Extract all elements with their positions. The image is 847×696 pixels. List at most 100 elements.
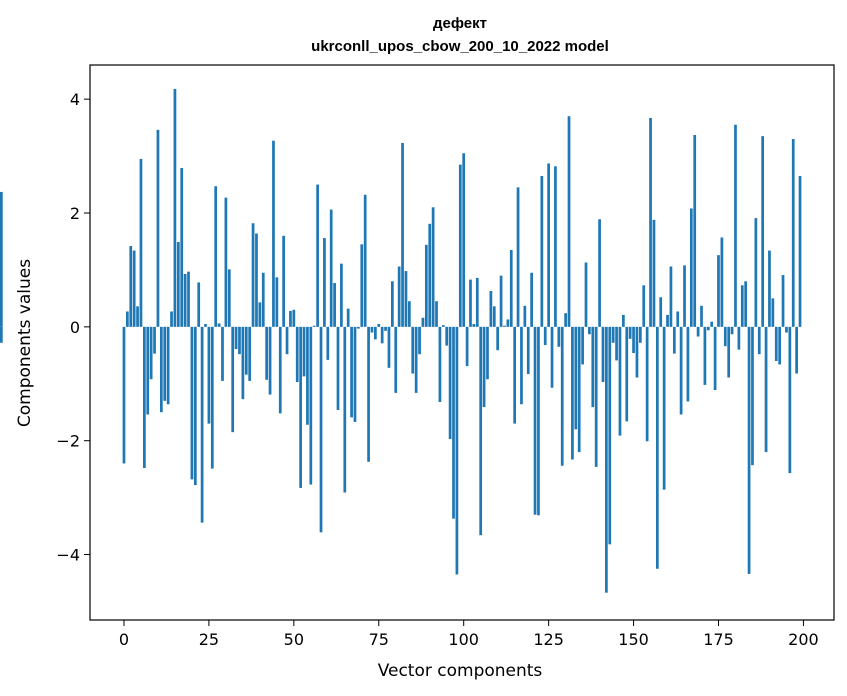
bar xyxy=(700,305,703,327)
bar xyxy=(397,266,401,327)
bar xyxy=(499,275,503,327)
y-tick-label: 2 xyxy=(70,204,80,223)
bar xyxy=(204,324,207,327)
bar xyxy=(343,326,347,493)
bar xyxy=(652,219,656,327)
chart-title: дефект xyxy=(433,15,487,32)
bar xyxy=(530,272,533,327)
bar xyxy=(374,326,377,340)
bar xyxy=(210,326,214,469)
bar xyxy=(754,218,758,327)
bar xyxy=(275,277,279,327)
bar xyxy=(404,271,408,327)
bar xyxy=(571,326,574,460)
bar xyxy=(346,308,350,327)
bar xyxy=(632,326,635,354)
x-tick-label: 75 xyxy=(369,630,389,649)
bar xyxy=(482,326,486,408)
bar xyxy=(377,324,381,327)
bar xyxy=(581,326,584,365)
bar xyxy=(319,326,323,533)
bar xyxy=(666,314,669,327)
bar xyxy=(734,124,737,327)
bar xyxy=(122,326,126,464)
bar xyxy=(458,164,462,327)
bar xyxy=(730,326,734,335)
bar xyxy=(302,326,306,377)
bar xyxy=(159,326,163,413)
bar xyxy=(781,275,785,327)
bar xyxy=(329,209,333,327)
bar xyxy=(424,244,428,327)
bar-series xyxy=(0,88,802,593)
bar xyxy=(153,326,156,354)
bar xyxy=(469,279,472,327)
bar xyxy=(360,244,364,327)
bar xyxy=(642,285,646,327)
y-axis-ticks: −4 −2 0 2 4 xyxy=(56,90,90,565)
bar xyxy=(778,326,781,365)
bar xyxy=(625,326,629,422)
bar xyxy=(221,326,224,381)
bar xyxy=(292,309,296,327)
bar xyxy=(0,326,3,343)
bar xyxy=(380,326,384,344)
bar xyxy=(234,326,238,350)
bar xyxy=(173,88,177,327)
bar xyxy=(577,326,581,453)
bar xyxy=(557,326,561,347)
bar xyxy=(798,176,802,327)
bar xyxy=(703,326,707,385)
bar xyxy=(506,319,510,327)
bar xyxy=(370,326,374,333)
bar xyxy=(645,326,649,442)
bar xyxy=(696,326,700,337)
y-tick-label: −4 xyxy=(56,546,80,565)
bar xyxy=(764,326,768,453)
bar xyxy=(717,255,720,327)
bar xyxy=(737,326,741,350)
bar xyxy=(523,305,527,327)
x-tick-label: 175 xyxy=(703,630,734,649)
bar xyxy=(706,326,710,331)
bar xyxy=(261,272,265,327)
bar xyxy=(605,326,608,593)
bar xyxy=(744,281,748,327)
bar xyxy=(655,326,659,569)
bar xyxy=(479,326,483,536)
bar xyxy=(771,298,775,327)
bar xyxy=(594,326,598,467)
bar xyxy=(591,326,595,408)
bar xyxy=(217,323,221,327)
bar xyxy=(791,139,795,327)
bar xyxy=(533,326,537,515)
bar xyxy=(190,326,194,480)
y-tick-label: −2 xyxy=(56,432,80,451)
bar xyxy=(129,246,133,327)
bar xyxy=(723,326,727,347)
bar xyxy=(180,168,184,327)
bar xyxy=(231,326,235,433)
bar xyxy=(200,326,204,523)
bar xyxy=(503,325,506,327)
bar xyxy=(265,326,269,380)
bar xyxy=(564,313,567,327)
chart-subtitle: ukrconll_upos_cbow_200_10_2022 model xyxy=(311,38,609,55)
bar xyxy=(278,326,282,414)
bar xyxy=(0,191,3,327)
bar xyxy=(601,326,605,383)
bar xyxy=(299,326,302,488)
bar xyxy=(662,326,666,490)
bar xyxy=(448,326,452,439)
bar xyxy=(431,207,435,327)
bar xyxy=(676,311,680,327)
bar xyxy=(166,326,170,405)
bar xyxy=(761,136,765,327)
bar xyxy=(149,326,153,380)
bar xyxy=(350,326,353,418)
bar xyxy=(428,223,432,327)
bar xyxy=(384,326,387,331)
bar xyxy=(639,326,642,343)
bar xyxy=(628,326,632,339)
bar xyxy=(136,306,139,327)
